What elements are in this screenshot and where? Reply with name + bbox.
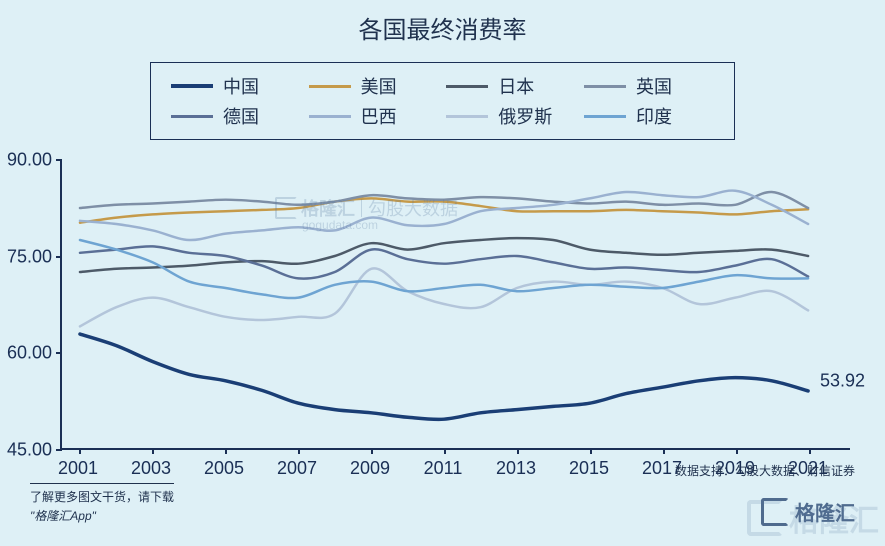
x-axis-label: 2009 <box>350 458 390 479</box>
legend-swatch <box>171 115 213 118</box>
x-axis-label: 2001 <box>58 458 98 479</box>
legend-swatch <box>309 85 351 88</box>
y-axis-label: 75.00 <box>7 246 52 267</box>
series-line-德国 <box>80 246 808 278</box>
chart-title: 各国最终消费率 <box>0 10 885 45</box>
legend-item-usa: 美国 <box>309 73 439 99</box>
series-line-巴西 <box>80 191 808 240</box>
legend-row: 中国 美国 日本 英国 <box>171 73 714 99</box>
legend-swatch <box>446 115 488 118</box>
footer-download-text: 了解更多图文干货，请下载 "格隆汇App" <box>30 483 174 526</box>
legend-item-japan: 日本 <box>446 73 576 99</box>
y-axis-label: 90.00 <box>7 150 52 171</box>
legend-label: 巴西 <box>361 103 397 129</box>
series-line-俄罗斯 <box>80 268 808 326</box>
series-line-中国 <box>80 334 808 419</box>
legend-swatch <box>584 115 626 118</box>
x-axis-label: 2013 <box>496 458 536 479</box>
legend-swatch <box>446 85 488 88</box>
x-axis-label: 2003 <box>131 458 171 479</box>
x-axis-label: 2011 <box>424 458 463 479</box>
legend-label: 中国 <box>223 73 259 99</box>
legend-label: 俄罗斯 <box>498 103 552 129</box>
series-line-印度 <box>80 240 808 298</box>
series-line-日本 <box>80 238 808 272</box>
legend-swatch <box>171 84 213 88</box>
legend-swatch <box>584 85 626 88</box>
line-chart: 45.0060.0075.0090.0020012003200520072009… <box>60 160 850 450</box>
legend-row: 德国 巴西 俄罗斯 印度 <box>171 103 714 129</box>
legend-swatch <box>309 115 351 118</box>
legend-label: 日本 <box>498 73 534 99</box>
legend-item-germany: 德国 <box>171 103 301 129</box>
end-value-label: 53.92 <box>820 370 865 391</box>
x-axis-label: 2005 <box>204 458 244 479</box>
legend-label: 英国 <box>636 73 672 99</box>
legend-item-brazil: 巴西 <box>309 103 439 129</box>
x-axis-label: 2015 <box>569 458 609 479</box>
corner-watermark: 格隆汇 <box>747 496 879 540</box>
legend-label: 德国 <box>223 103 259 129</box>
y-axis-label: 60.00 <box>7 343 52 364</box>
legend: 中国 美国 日本 英国 德国 巴西 俄罗斯 印度 <box>150 62 735 140</box>
x-axis-label: 2007 <box>277 458 317 479</box>
plot-area <box>60 160 850 450</box>
legend-label: 印度 <box>636 103 672 129</box>
legend-item-china: 中国 <box>171 73 301 99</box>
series-line-英国 <box>80 192 808 208</box>
y-axis-label: 45.00 <box>7 440 52 461</box>
data-source-text: 数据支持：勾股大数据、财信证券 <box>675 462 855 479</box>
legend-item-uk: 英国 <box>584 73 714 99</box>
legend-item-india: 印度 <box>584 103 714 129</box>
legend-item-russia: 俄罗斯 <box>446 103 576 129</box>
legend-label: 美国 <box>361 73 397 99</box>
